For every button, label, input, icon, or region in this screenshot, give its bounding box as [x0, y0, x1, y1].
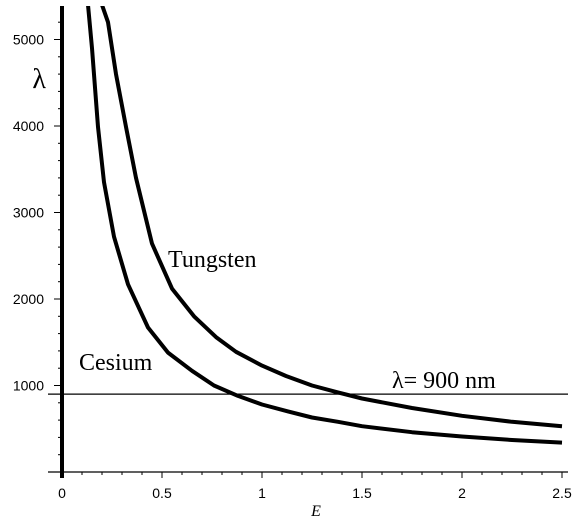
curve-layer — [86, 6, 563, 445]
series-label-tungsten: Tungsten — [168, 247, 256, 273]
y-axis-title: λ — [32, 64, 46, 95]
x-tick-label: 1.5 — [352, 485, 372, 501]
x-tick-label: 0.5 — [152, 485, 172, 501]
x-tick-label: 2 — [458, 485, 466, 501]
reference-line-label: λ= 900 nm — [392, 368, 496, 394]
y-tick-label: 4000 — [13, 118, 44, 134]
axis-layer — [48, 6, 568, 478]
x-tick-label: 0 — [58, 485, 66, 501]
y-tick-label: 3000 — [13, 205, 44, 221]
x-tick-label: 1 — [258, 485, 266, 501]
label-layer: 0 0.5 1 1.5 2 2.5 1000 2000 3000 4000 5000 λ E Tungst… — [13, 32, 572, 520]
y-tick-label: 2000 — [13, 291, 44, 307]
curve-cesium — [86, 6, 563, 445]
series-label-cesium: Cesium — [79, 350, 153, 376]
y-tick-label: 1000 — [13, 378, 44, 394]
x-axis-title: E — [310, 503, 321, 520]
x-tick-label: 2.5 — [552, 485, 572, 501]
y-tick-label: 5000 — [13, 32, 44, 48]
curve-tungsten — [100, 6, 563, 429]
